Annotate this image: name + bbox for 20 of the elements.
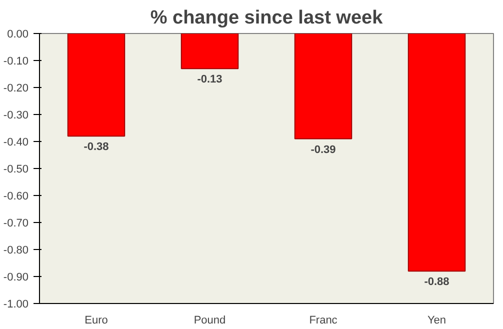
y-tick-label: -0.70 <box>3 218 29 230</box>
data-label: -0.88 <box>424 276 450 288</box>
x-tick-label: Euro <box>84 314 108 326</box>
chart-title: % change since last week <box>150 8 384 28</box>
y-tick-label: -0.60 <box>3 190 29 202</box>
data-label: -0.13 <box>197 74 222 86</box>
data-label: -0.39 <box>310 144 336 156</box>
y-tick-label: -0.20 <box>3 82 29 94</box>
y-tick-label: -0.50 <box>3 164 29 176</box>
data-label: -0.38 <box>84 141 109 154</box>
x-tick-label: Yen <box>427 314 446 326</box>
x-tick-label: Franc <box>309 314 338 326</box>
y-tick-label: 0.00 <box>7 28 29 40</box>
y-tick-label: -0.30 <box>3 110 29 122</box>
y-tick-label: -0.40 <box>3 136 29 148</box>
x-tick-label: Pound <box>194 314 226 326</box>
y-tick-label: -1.00 <box>3 298 29 310</box>
y-tick-label: -0.90 <box>3 272 29 284</box>
y-tick-label: -0.10 <box>3 56 29 68</box>
y-tick-label: -0.80 <box>3 244 29 256</box>
